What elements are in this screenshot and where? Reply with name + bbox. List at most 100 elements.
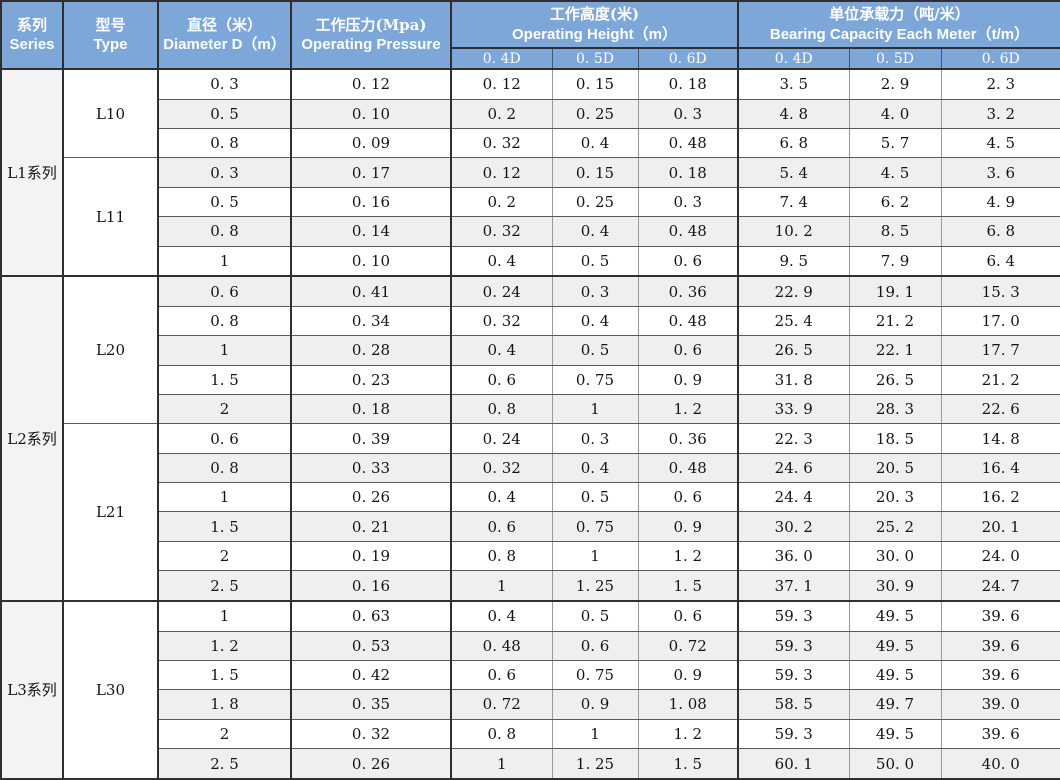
cell-pressure: 0. 12 xyxy=(290,67,452,100)
cell-height-06d: 0. 48 xyxy=(637,216,739,247)
cell-capacity-05d: 49. 5 xyxy=(848,718,942,750)
cell-capacity-06d: 4. 9 xyxy=(940,186,1060,218)
cell-height-05d: 0. 15 xyxy=(551,157,639,188)
cell-pressure: 0. 09 xyxy=(290,128,452,159)
cell-diameter: 0. 8 xyxy=(157,452,292,484)
cell-height-05d: 0. 75 xyxy=(551,511,639,542)
cell-capacity-05d: 50. 0 xyxy=(848,748,942,780)
header-pressure-zh: 工作压力(Mpa) xyxy=(315,15,427,34)
cell-diameter: 0. 5 xyxy=(157,98,292,130)
cell-height-06d: 0. 36 xyxy=(637,423,739,454)
cell-height-05d: 0. 4 xyxy=(551,128,639,159)
cell-height-05d: 0. 4 xyxy=(551,452,639,484)
cell-height-06d: 1. 2 xyxy=(637,540,739,572)
cell-capacity-05d: 30. 9 xyxy=(848,570,942,602)
series-cell: L1系列 xyxy=(1,67,64,277)
cell-diameter: 2 xyxy=(157,540,292,572)
cell-diameter: 0. 6 xyxy=(157,275,292,307)
cell-diameter: 1 xyxy=(157,599,292,632)
table-row: 1. 8 0. 35 0. 72 0. 9 1. 08 58. 5 49. 7 39. 0 xyxy=(1,689,1060,720)
cell-pressure: 0. 53 xyxy=(290,630,452,661)
cell-capacity-06d: 24. 7 xyxy=(940,570,1060,602)
header-series-zh: 系列 xyxy=(16,15,47,34)
cell-capacity-05d: 49. 7 xyxy=(848,689,942,720)
cell-diameter: 0. 8 xyxy=(157,216,292,247)
cell-capacity-05d: 25. 2 xyxy=(848,511,942,542)
cell-capacity-06d: 16. 2 xyxy=(940,482,1060,513)
cell-capacity-04d: 25. 4 xyxy=(737,305,850,337)
type-cell: L11 xyxy=(62,157,159,277)
cell-capacity-05d: 6. 2 xyxy=(848,186,942,218)
cell-height-04d: 0. 6 xyxy=(450,659,553,691)
table-row: 1. 5 0. 21 0. 6 0. 75 0. 9 30. 2 25. 2 20. 1 xyxy=(1,511,1060,542)
cell-height-04d: 0. 4 xyxy=(450,482,553,513)
table-row: 2 0. 18 0. 8 1 1. 2 33. 9 28. 3 22. 6 xyxy=(1,393,1060,425)
cell-diameter: 1. 2 xyxy=(157,630,292,661)
cell-height-04d: 0. 32 xyxy=(450,452,553,484)
cell-capacity-04d: 9. 5 xyxy=(737,245,850,277)
cell-height-06d: 0. 36 xyxy=(637,275,739,307)
header-diameter-en: Diameter D（m） xyxy=(163,36,286,53)
cell-height-06d: 1. 2 xyxy=(637,718,739,750)
header-capacity-group: 单位承载力（吨/米） Bearing Capacity Each Meter（t… xyxy=(736,0,1060,49)
cell-height-05d: 1 xyxy=(551,718,639,750)
table-row: 1 0. 28 0. 4 0. 5 0. 6 26. 5 22. 1 17. 7 xyxy=(1,335,1060,366)
table-row: L3系列 L30 1 0. 63 0. 4 0. 5 0. 6 59. 3 49. 5 39. 6 xyxy=(1,599,1060,780)
cell-pressure: 0. 18 xyxy=(290,393,452,425)
cell-diameter: 1 xyxy=(157,245,292,277)
cell-height-05d: 0. 25 xyxy=(551,98,639,130)
cell-capacity-04d: 33. 9 xyxy=(737,393,850,425)
cell-height-05d: 1 xyxy=(551,540,639,572)
cell-capacity-06d: 20. 1 xyxy=(940,511,1060,542)
cell-height-05d: 0. 5 xyxy=(551,335,639,366)
cell-height-06d: 0. 6 xyxy=(637,245,739,277)
table-row: 0. 8 0. 09 0. 32 0. 4 0. 48 6. 8 5. 7 4. 5 xyxy=(1,128,1060,159)
table-header: 系列 Series 型号 Type 直径（米） Diameter D（m） 工作… xyxy=(0,0,1060,70)
cell-height-05d: 0. 5 xyxy=(551,482,639,513)
cell-pressure: 0. 16 xyxy=(290,186,452,218)
header-height-group: 工作高度(米) Operating Height（m） xyxy=(450,0,739,49)
cell-capacity-05d: 7. 9 xyxy=(848,245,942,277)
cell-height-04d: 0. 32 xyxy=(450,128,553,159)
cell-capacity-05d: 4. 0 xyxy=(848,98,942,130)
series-cell: L2系列 xyxy=(1,275,64,602)
header-series: 系列 Series xyxy=(0,0,64,70)
cell-pressure: 0. 63 xyxy=(290,599,452,632)
header-capacity-en: Bearing Capacity Each Meter（t/m） xyxy=(769,25,1030,43)
type-cell: L30 xyxy=(62,599,159,780)
header-diameter-zh: 直径（米） xyxy=(186,15,262,34)
cell-capacity-05d: 49. 5 xyxy=(848,599,942,632)
table-row: 2 0. 32 0. 8 1 1. 2 59. 3 49. 5 39. 6 xyxy=(1,718,1060,750)
cell-height-04d: 0. 2 xyxy=(450,186,553,218)
cell-diameter: 2 xyxy=(157,393,292,425)
cell-capacity-04d: 24. 4 xyxy=(737,482,850,513)
header-type-zh: 型号 xyxy=(95,15,126,34)
cell-height-04d: 0. 48 xyxy=(450,630,553,661)
cell-height-06d: 0. 18 xyxy=(637,67,739,100)
header-capacity-zh: 单位承载力（吨/米） xyxy=(829,5,970,24)
header-row-sub: 0. 4D 0. 5D 0. 6D 0. 4D 0. 5D 0. 6D xyxy=(1,47,1060,70)
cell-pressure: 0. 23 xyxy=(290,364,452,395)
table-row: 2. 5 0. 16 1 1. 25 1. 5 37. 1 30. 9 24. 7 xyxy=(1,570,1060,602)
cell-pressure: 0. 26 xyxy=(290,482,452,513)
cell-capacity-06d: 40. 0 xyxy=(940,748,1060,780)
cell-diameter: 2. 5 xyxy=(157,570,292,602)
cell-capacity-06d: 2. 3 xyxy=(940,67,1060,100)
table-row: L21 0. 6 0. 39 0. 24 0. 3 0. 36 22. 3 18. 5 14. … xyxy=(1,423,1060,602)
cell-pressure: 0. 10 xyxy=(290,245,452,277)
cell-height-04d: 0. 8 xyxy=(450,718,553,750)
cell-diameter: 2. 5 xyxy=(157,748,292,780)
cell-height-06d: 0. 18 xyxy=(637,157,739,188)
cell-capacity-06d: 4. 5 xyxy=(940,128,1060,159)
cell-height-05d: 0. 15 xyxy=(551,67,639,100)
type-cell: L10 xyxy=(62,68,159,159)
cell-capacity-06d: 24. 0 xyxy=(940,540,1060,572)
cell-pressure: 0. 28 xyxy=(290,335,452,366)
cell-diameter: 0. 3 xyxy=(157,67,292,100)
cell-height-06d: 0. 48 xyxy=(637,128,739,159)
cell-diameter: 0. 8 xyxy=(157,305,292,337)
cell-capacity-06d: 39. 6 xyxy=(940,718,1060,750)
